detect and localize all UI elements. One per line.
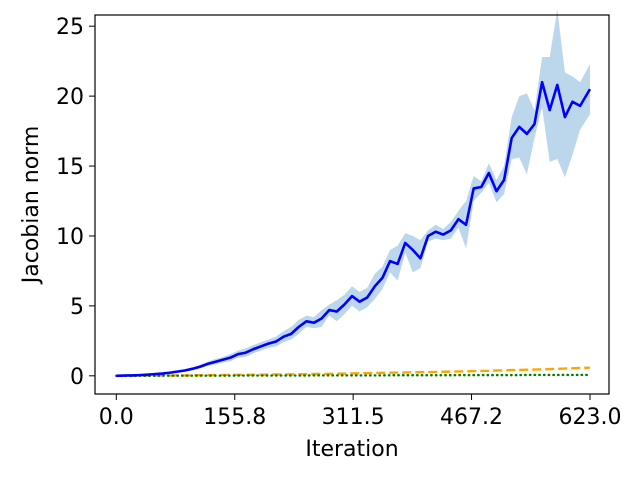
series-3-line — [115, 373, 592, 378]
series-1-band — [116, 9, 590, 376]
x-tick-label: 311.5 — [322, 405, 385, 430]
y-tick-label: 25 — [56, 15, 84, 40]
x-tick-label: 155.8 — [203, 405, 266, 430]
y-tick-label: 20 — [56, 85, 84, 110]
plot-area-frame — [94, 14, 610, 395]
y-tick-label: 15 — [56, 155, 84, 180]
x-axis-label: Iteration — [305, 437, 398, 462]
series-1-line — [116, 80, 592, 378]
x-tick-label: 623.0 — [558, 405, 621, 430]
series-2-line — [116, 366, 591, 378]
y-tick-label: 10 — [56, 225, 84, 250]
y-axis-label: Jacobian norm — [19, 126, 44, 286]
x-tick-label: 0.0 — [99, 405, 134, 430]
y-tick-label: 0 — [70, 365, 84, 390]
y-tick-label: 5 — [70, 295, 84, 320]
x-tick-label: 467.2 — [440, 405, 503, 430]
